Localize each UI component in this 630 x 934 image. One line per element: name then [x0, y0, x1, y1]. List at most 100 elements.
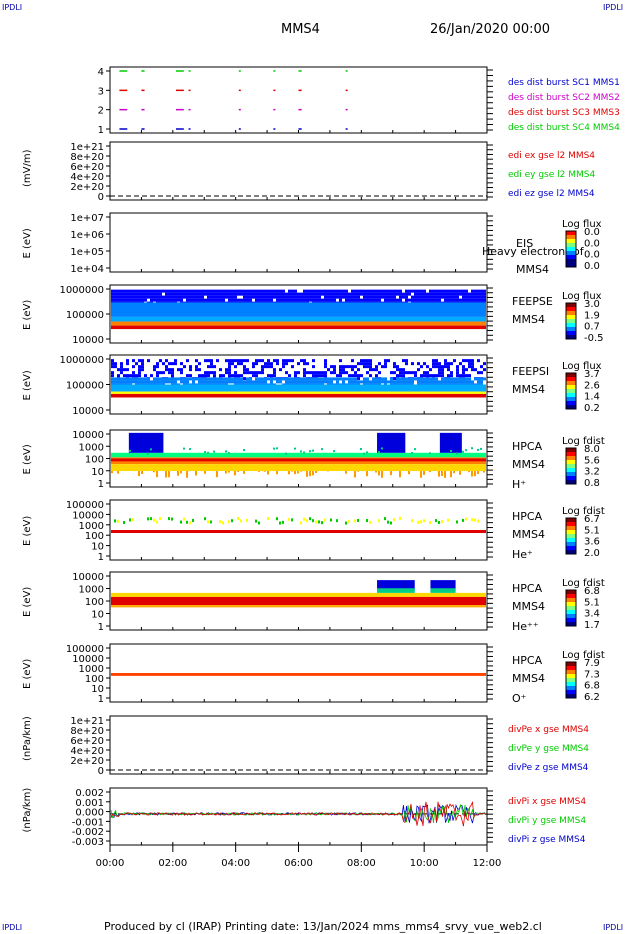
spectrogram-cell — [381, 447, 383, 450]
spectrogram-cell — [177, 368, 180, 372]
spectrogram-cell — [456, 452, 458, 455]
spectrogram-cell — [360, 359, 363, 363]
colorbar-tick-label: 1.9 — [584, 310, 600, 321]
spectrogram-cell — [462, 365, 465, 369]
spectrogram-cell — [420, 374, 423, 378]
spectrogram-cell — [384, 292, 387, 296]
spectrogram-cell — [456, 289, 459, 293]
spectrogram-cell — [279, 295, 282, 299]
colorbar-swatch — [566, 694, 576, 699]
spectrogram-cell — [204, 298, 207, 302]
spectrogram-cell — [411, 380, 414, 384]
spectrogram-cell — [123, 298, 126, 302]
spectrogram-cell — [210, 362, 213, 366]
spectrogram-cell — [414, 448, 416, 451]
spectrogram-cell — [309, 292, 312, 296]
spectrogram-cell — [309, 380, 312, 384]
spectrogram-cell — [201, 374, 204, 378]
spectrogram-cell — [117, 292, 120, 296]
spectrogram-cell — [177, 295, 180, 299]
spectrogram-cell — [423, 519, 425, 523]
spectrogram-cell — [468, 292, 471, 296]
colorbar-swatch — [566, 397, 576, 402]
spectrogram-cell — [402, 371, 405, 375]
spectrogram-cell — [426, 380, 429, 384]
spectrogram-cell — [435, 295, 438, 299]
colorbar-tick-label: 3.0 — [584, 299, 600, 310]
spectrogram-cell — [237, 362, 240, 366]
spectrogram-cell — [396, 374, 399, 378]
spectrogram-cell — [312, 292, 315, 296]
spectrogram-cell — [111, 295, 114, 299]
spectrogram-cell — [186, 298, 189, 302]
spectrogram-cell — [207, 365, 210, 369]
spectrogram-cell — [480, 380, 483, 384]
spectrogram-cell — [129, 289, 132, 293]
spectrogram-cell — [330, 380, 333, 384]
spectrogram-cell — [330, 377, 333, 381]
spectrogram-cell — [384, 359, 387, 363]
spectrogram-cell — [198, 292, 201, 296]
spectrogram-cell — [246, 377, 249, 381]
spectrogram-cell — [180, 362, 183, 366]
spectrogram-cell — [210, 289, 213, 293]
spectrogram-cell — [453, 298, 456, 302]
spectrogram-cell — [447, 295, 450, 299]
spectrogram-cell — [234, 471, 236, 476]
spectrogram-cell — [285, 380, 288, 384]
spectrogram-cell — [477, 471, 479, 475]
colorbar-swatch — [566, 259, 576, 264]
spectrogram-cell — [288, 292, 291, 296]
spectrogram-cell — [318, 289, 321, 293]
spectrogram-cell — [288, 377, 291, 381]
spectrogram-cell — [138, 377, 141, 381]
spectrogram-cell — [189, 448, 191, 451]
spectrogram-cell — [426, 365, 429, 369]
colorbar-frame — [565, 661, 577, 699]
spectrogram-cell — [225, 371, 228, 375]
spectrogram-cell — [291, 359, 294, 363]
spectrogram-cell — [150, 448, 152, 451]
spectrogram-cell — [123, 289, 126, 293]
colorbar-swatch — [566, 670, 576, 675]
spectrogram-cell — [126, 298, 129, 302]
colorbar-swatch — [566, 518, 576, 523]
spectrogram-cell — [330, 298, 333, 302]
spectrogram-cell — [180, 377, 183, 381]
spectrogram-cell — [477, 380, 480, 384]
spectrogram-cell — [291, 518, 293, 522]
spectrogram-cell — [255, 374, 258, 378]
spectrogram-cell — [321, 448, 323, 451]
spectrogram-cell — [369, 292, 372, 296]
spectrogram-cell — [198, 298, 201, 302]
spectrogram-cell — [141, 380, 144, 384]
spectrogram-cell — [309, 289, 312, 293]
spectrogram-cell — [120, 295, 123, 299]
spectrogram-cell — [339, 289, 342, 293]
spectrogram-cell — [222, 289, 225, 293]
spectrogram-cell — [318, 377, 321, 381]
spectrogram-cell — [345, 298, 348, 302]
spectrogram-cell — [159, 359, 162, 363]
spectrogram-cell — [243, 292, 246, 296]
spectrogram-cell — [255, 377, 258, 381]
colorbar-swatch — [566, 251, 576, 256]
spectrogram-cell — [390, 380, 393, 384]
spectrogram-cell — [411, 298, 414, 302]
spectrogram-cell — [141, 295, 144, 299]
spectrogram-cell — [273, 377, 276, 381]
spectrogram-cell — [375, 289, 378, 293]
spectrogram-cell — [132, 371, 135, 375]
spectrogram-cell — [294, 289, 297, 293]
spectrogram-cell — [162, 377, 165, 381]
spectrogram-cell — [228, 295, 231, 299]
spectrogram-cell — [213, 289, 216, 293]
spectrogram-cell — [147, 452, 149, 455]
instrument-label: He⁺⁺ — [512, 620, 539, 633]
spectrogram-cell — [429, 368, 432, 372]
spectrogram-cell — [354, 374, 357, 378]
spectrogram-cell — [333, 371, 336, 375]
spectrogram-cell — [462, 289, 465, 293]
spectrogram-cell — [450, 380, 453, 384]
